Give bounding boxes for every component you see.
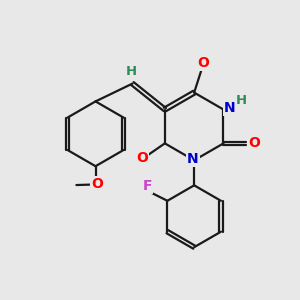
Text: O: O xyxy=(197,56,209,70)
Text: H: H xyxy=(125,65,136,78)
Text: H: H xyxy=(236,94,247,107)
Text: O: O xyxy=(91,177,103,191)
Text: F: F xyxy=(142,179,152,193)
Text: O: O xyxy=(136,151,148,164)
Text: O: O xyxy=(248,136,260,150)
Text: N: N xyxy=(187,152,199,166)
Text: N: N xyxy=(224,101,236,115)
